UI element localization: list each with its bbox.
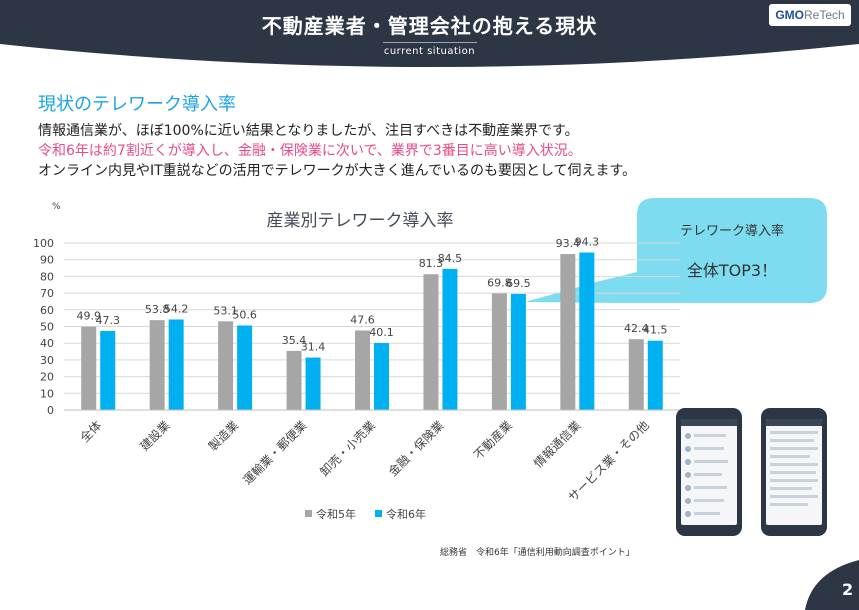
data-label: 42.4 bbox=[624, 322, 649, 335]
phone-mockup-document bbox=[761, 408, 827, 536]
bar-r6 bbox=[305, 357, 321, 410]
header-bar: 不動産業者・管理会社の抱える現状 current situation GMO R… bbox=[0, 0, 859, 72]
y-tick-label: 10 bbox=[40, 387, 54, 400]
header-background bbox=[0, 0, 859, 67]
data-label: 54.2 bbox=[164, 302, 189, 315]
bar-r5 bbox=[423, 274, 439, 410]
y-tick-label: 40 bbox=[40, 337, 54, 350]
data-label: 69.5 bbox=[506, 277, 531, 290]
category-label: 卸売・小売業 bbox=[317, 418, 379, 480]
bar-r5 bbox=[355, 330, 370, 410]
data-label: 40.1 bbox=[369, 326, 394, 339]
bar-r6 bbox=[168, 319, 184, 410]
bar-r5 bbox=[149, 320, 165, 410]
page-number: 2 bbox=[842, 580, 854, 599]
category-label: 金融・保険業 bbox=[385, 418, 447, 480]
y-tick-label: 90 bbox=[40, 254, 54, 267]
bar-r5 bbox=[81, 326, 97, 410]
legend-label: 令和6年 bbox=[386, 507, 426, 521]
data-label: 53.1 bbox=[213, 304, 238, 317]
logo-main: GMO bbox=[775, 8, 804, 22]
bar-r5 bbox=[491, 293, 507, 410]
chart-title: 産業別テレワーク導入率 bbox=[267, 211, 454, 231]
legend-swatch bbox=[305, 510, 312, 517]
y-tick-label: 70 bbox=[40, 287, 54, 300]
data-label: 53.8 bbox=[145, 303, 170, 316]
bar-r6 bbox=[374, 343, 389, 410]
category-label: 不動産業 bbox=[470, 418, 515, 463]
bar-r6 bbox=[100, 331, 116, 410]
category-label: 建設業 bbox=[137, 418, 173, 454]
data-label: 81.3 bbox=[419, 257, 444, 270]
y-tick-label: 80 bbox=[40, 270, 54, 283]
y-tick-label: 60 bbox=[40, 304, 54, 317]
y-tick-label: 50 bbox=[40, 321, 54, 334]
logo-sub: ReTech bbox=[803, 8, 845, 22]
y-tick-label: 100 bbox=[33, 237, 54, 250]
category-label: 情報通信業 bbox=[531, 418, 583, 470]
y-tick-label: 30 bbox=[40, 354, 54, 367]
callout-label: テレワーク導入率 bbox=[679, 224, 784, 239]
phone-screen bbox=[681, 419, 737, 525]
callout-highlight: 全体TOP3！ bbox=[686, 261, 778, 280]
data-label: 50.6 bbox=[232, 308, 257, 321]
message-line-1: 情報通信業が、ほぼ100%に近い結果となりましたが、注目すべきは不動産業界です。 bbox=[38, 123, 579, 139]
bar-r5 bbox=[560, 254, 576, 410]
data-label: 84.5 bbox=[438, 252, 463, 265]
y-tick-label: 0 bbox=[47, 404, 54, 417]
bar-r6 bbox=[510, 293, 526, 410]
bar-r6 bbox=[647, 340, 663, 410]
message-line-3: オンライン内見やIT重説などの活用でテレワークが大きく進んでいるのも要因として伺… bbox=[38, 163, 637, 179]
data-label: 69.8 bbox=[487, 276, 512, 289]
data-label: 41.5 bbox=[643, 324, 668, 337]
callout-bubble bbox=[525, 198, 827, 303]
data-label: 47.6 bbox=[350, 314, 375, 327]
bar-r6 bbox=[442, 268, 458, 410]
category-label: 全体 bbox=[77, 418, 105, 446]
category-label: 製造業 bbox=[206, 418, 241, 453]
legend-swatch bbox=[375, 510, 382, 517]
bar-r5 bbox=[286, 350, 302, 410]
bar-r6 bbox=[579, 252, 595, 410]
phone-mockup-app-list bbox=[676, 408, 742, 536]
title-divider bbox=[383, 42, 477, 43]
data-label: 35.4 bbox=[282, 334, 307, 347]
bar-r5 bbox=[218, 321, 234, 410]
page-subtitle: current situation bbox=[383, 46, 476, 57]
bar-r6 bbox=[237, 325, 253, 410]
category-label: 運輸業・郵便業 bbox=[240, 418, 310, 488]
data-label: 93.4 bbox=[556, 237, 581, 250]
data-label: 47.3 bbox=[95, 314, 120, 327]
bar-r5 bbox=[628, 339, 644, 410]
source-note: 総務省 令和6年「通信利用動向調査ポイント」 bbox=[440, 548, 635, 558]
y-tick-label: 20 bbox=[40, 371, 54, 384]
page-title: 不動産業者・管理会社の抱える現状 bbox=[261, 14, 598, 38]
data-label: 49.9 bbox=[76, 310, 101, 323]
section-title: 現状のテレワーク導入率 bbox=[38, 94, 236, 115]
phone-screen bbox=[766, 419, 822, 525]
message-line-2-highlight: 令和6年は約7割近くが導入し、金融・保険業に次いで、業界で3番目に高い導入状況。 bbox=[38, 143, 582, 159]
legend-label: 令和5年 bbox=[316, 507, 356, 521]
y-axis-unit: % bbox=[52, 202, 61, 212]
data-label: 31.4 bbox=[301, 341, 326, 354]
company-logo: GMO ReTech bbox=[769, 4, 851, 26]
data-label: 94.3 bbox=[575, 236, 600, 249]
